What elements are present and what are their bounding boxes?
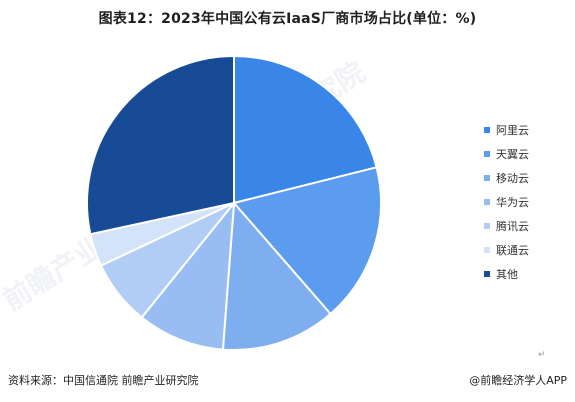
legend-label: 移动云 (496, 172, 529, 185)
pie-slice-3 (221, 200, 332, 351)
legend-label: 天翼云 (496, 148, 529, 161)
footer: 资料来源：中国信通院 前瞻产业研究院 @前瞻经济学人APP (8, 372, 567, 392)
legend-label: 华为云 (496, 196, 529, 209)
pie-slice-4 (140, 199, 236, 351)
legend-swatch (484, 151, 490, 157)
legend-item-1: 阿里云 (484, 118, 529, 142)
legend-item-7: 其他 (484, 262, 529, 286)
legend-label: 其他 (496, 268, 518, 281)
pie-slice-2 (232, 166, 382, 316)
legend-swatch (484, 199, 490, 205)
legend-swatch (484, 247, 490, 253)
legend-item-2: 天翼云 (484, 142, 529, 166)
brand-credit: @前瞻经济学人APP (469, 374, 567, 387)
page-title: 图表12：2023年中国公有云IaaS厂商市场占比(单位：%) (98, 11, 477, 27)
legend-label: 联通云 (496, 244, 529, 257)
source-note: 资料来源：中国信通院 前瞻产业研究院 (8, 374, 199, 387)
pie-slice-7 (86, 54, 235, 236)
legend-swatch (484, 175, 490, 181)
legend-swatch (484, 223, 490, 229)
chart-legend: 阿里云天翼云移动云华为云腾讯云联通云其他 (484, 118, 529, 286)
legend-swatch (484, 127, 490, 133)
pie-slice-1 (233, 54, 378, 205)
legend-item-4: 华为云 (484, 190, 529, 214)
legend-label: 阿里云 (496, 124, 529, 137)
legend-label: 腾讯云 (496, 220, 529, 233)
return-mark: ↵ (538, 350, 546, 360)
legend-swatch (484, 271, 490, 277)
legend-item-5: 腾讯云 (484, 214, 529, 238)
legend-item-6: 联通云 (484, 238, 529, 262)
legend-item-3: 移动云 (484, 166, 529, 190)
